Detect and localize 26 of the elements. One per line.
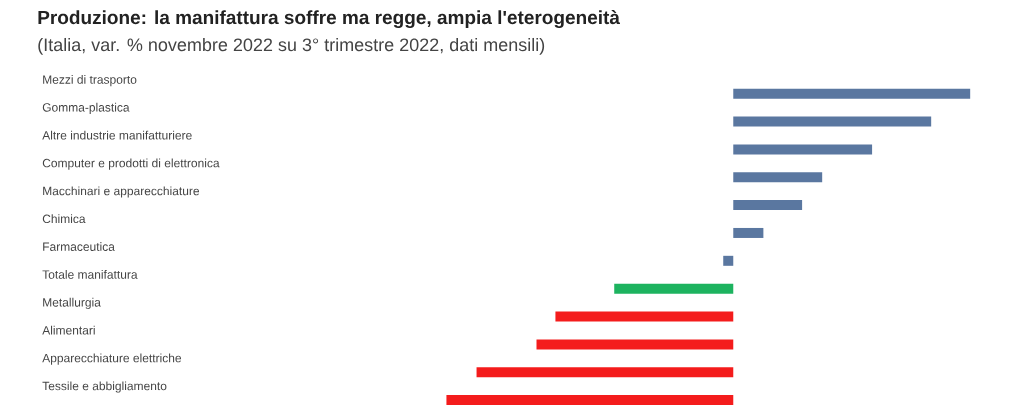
text: (Italia, var. % novembre 2022 su 3° trimestre 2022, dati mensili) [38,37,545,55]
y-tick-label: Metallurgia [43,297,101,310]
bar [446,395,734,406]
y-tick-label: Apparecchiature elettriche [42,353,182,365]
bar [723,255,734,266]
y-tick-label: Tessile e abbigliamento [42,381,167,393]
y-tick-label: Alimentari [42,325,95,335]
y-tick-label: Farmaceutica [43,242,115,251]
y-tick-label: Totale manifattura [42,269,138,279]
bar [733,144,873,155]
bar [733,172,823,183]
y-tick-label: Computer e prodotti di elettronica [42,158,220,170]
bar [555,311,734,322]
bar [614,283,734,294]
bar [476,367,734,378]
bar [733,88,971,99]
y-tick-label: Gomma-plastica [42,102,130,115]
y-tick-label: Macchinari e apparecchiature [43,186,200,198]
y-tick-label: Mezzi di trasporto [43,74,137,87]
chart-title: Produzione: la manifattura soffre ma regge, ampia l'eterogeneità [38,10,620,29]
bar [733,200,803,211]
y-tick-label: Chimica [42,214,86,224]
bar [733,227,764,238]
y-tick-label: Altre industrie manifatturiere [42,130,192,140]
bar [536,339,734,350]
bar [733,116,932,127]
